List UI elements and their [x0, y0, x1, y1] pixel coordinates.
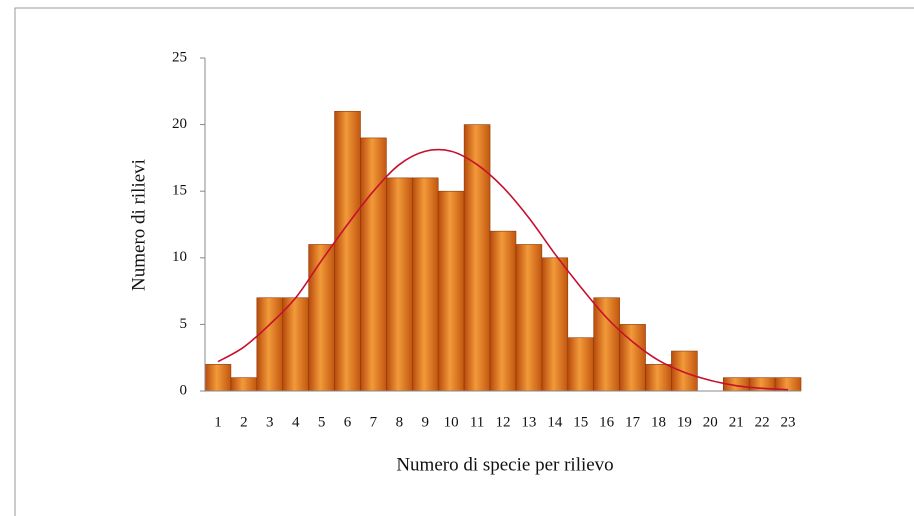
bar	[282, 297, 309, 392]
x-tick-label: 9	[422, 414, 430, 430]
x-tick-label: 18	[651, 414, 666, 430]
bar	[567, 337, 594, 392]
x-tick-label: 4	[292, 414, 300, 430]
x-tick-label: 23	[781, 414, 796, 430]
bar	[230, 377, 258, 392]
x-tick-label: 6	[344, 414, 352, 430]
bar	[386, 177, 413, 392]
x-tick-label: 12	[496, 414, 511, 430]
x-tick-label: 1	[214, 414, 222, 430]
x-tick-label: 11	[470, 414, 484, 430]
x-axis-label: Numero di specie per rilievo	[396, 454, 613, 475]
bar	[541, 257, 569, 392]
frame	[14, 7, 914, 516]
bar	[489, 230, 517, 392]
bar	[437, 190, 465, 392]
bar	[308, 244, 335, 392]
y-axis-label: Numero di rilievi	[128, 159, 149, 291]
bar	[334, 110, 361, 392]
bar	[412, 177, 439, 392]
fit-curve	[217, 148, 789, 391]
bar	[619, 324, 646, 392]
y-tick-label: 15	[172, 183, 187, 199]
x-tick-label: 13	[521, 414, 536, 430]
bar	[360, 137, 387, 392]
x-tick-label: 16	[599, 414, 615, 430]
bar	[671, 350, 698, 392]
x-tick-label: 21	[729, 414, 744, 430]
bar	[593, 297, 620, 392]
x-tick-label: 14	[547, 414, 563, 430]
bar	[645, 364, 672, 392]
x-tick-label: 5	[318, 414, 326, 430]
x-tick-label: 7	[370, 414, 378, 430]
x-tick-label: 15	[573, 414, 588, 430]
bar	[256, 297, 284, 392]
x-tick-label: 22	[755, 414, 770, 430]
x-tick-label: 20	[703, 414, 718, 430]
y-tick-label: 25	[172, 49, 187, 65]
x-tick-label: 8	[396, 414, 404, 430]
y-tick-label: 10	[172, 249, 187, 265]
x-tick-label: 17	[625, 414, 641, 430]
x-tick-label: 19	[677, 414, 692, 430]
bar	[204, 364, 232, 392]
bar	[515, 244, 543, 392]
x-tick-label: 10	[444, 414, 459, 430]
y-tick-label: 0	[180, 382, 188, 398]
y-tick-label: 20	[172, 116, 187, 132]
x-tick-label: 3	[266, 414, 274, 430]
x-tick-label: 2	[240, 414, 248, 430]
y-tick-label: 5	[180, 316, 188, 332]
